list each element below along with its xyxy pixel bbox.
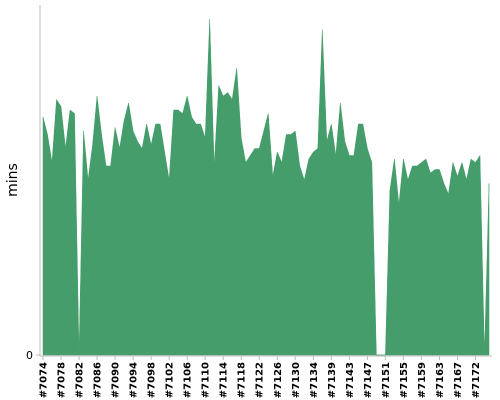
x-tick-label: #7106 <box>183 362 194 398</box>
x-tick-label: #7130 <box>291 362 302 398</box>
x-tick-label: #7143 <box>345 362 356 398</box>
y-axis-label: mins <box>5 163 21 197</box>
x-tick-label: #7163 <box>435 362 446 398</box>
x-tick-label: #7086 <box>93 362 104 398</box>
x-tick-label: #7102 <box>165 362 176 398</box>
x-tick-label: #7110 <box>201 362 212 398</box>
y-tick-label: 0 <box>26 349 33 362</box>
x-tick-label: #7167 <box>453 362 464 398</box>
x-tick-label: #7147 <box>363 362 374 398</box>
x-tick-label: #7078 <box>57 362 68 398</box>
x-tick-label: #7118 <box>237 362 248 398</box>
x-tick-label: #7172 <box>471 362 482 398</box>
x-tick-label: #7134 <box>309 362 320 398</box>
x-tick-label: #7139 <box>327 362 338 398</box>
x-tick-label: #7090 <box>111 362 122 398</box>
x-tick-label: #7094 <box>129 362 140 398</box>
x-tick-label: #7082 <box>75 362 86 398</box>
x-tick-label: #7126 <box>273 362 284 398</box>
x-tick-label: #7155 <box>399 362 410 398</box>
x-tick-label: #7098 <box>147 362 158 398</box>
x-tick-label: #7114 <box>219 362 230 398</box>
x-tick-label: #7074 <box>39 362 50 398</box>
x-tick-label: #7151 <box>381 362 392 398</box>
area <box>42 18 490 356</box>
x-tick-label: #7122 <box>255 362 266 398</box>
x-tick-label: #7159 <box>417 362 428 398</box>
